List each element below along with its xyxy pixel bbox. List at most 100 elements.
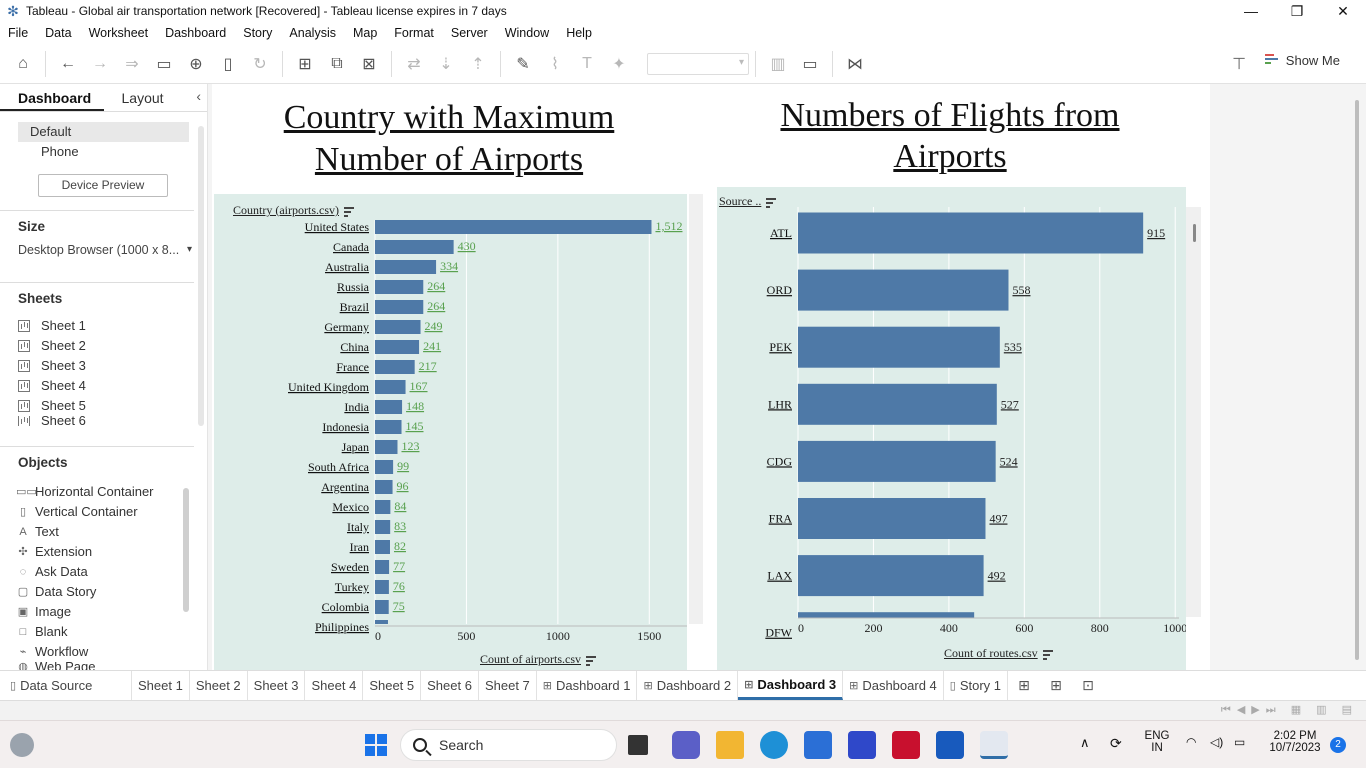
tab-dashboard-1[interactable]: ⊞ Dashboard 1 [537,671,638,700]
tab-dashboard-3[interactable]: ⊞ Dashboard 3 [738,671,844,700]
object-image[interactable]: ▣ Image [0,602,194,622]
new-worksheet-tab-icon[interactable]: ⊞ [1018,677,1030,693]
tab-sheet-3[interactable]: Sheet 3 [248,671,306,700]
fit-dropdown[interactable] [647,52,749,75]
group-members-icon[interactable]: ⌇ [551,55,559,73]
new-data-source-icon[interactable]: ⊕ [189,55,203,73]
minimize-button[interactable]: — [1244,3,1258,19]
home-icon[interactable]: ⌂ [18,54,28,72]
objects-scrollbar[interactable] [183,488,189,612]
pause-updates-icon[interactable]: ▯ [223,55,233,73]
close-button[interactable]: ✕ [1337,3,1349,19]
object-data-story[interactable]: ▢ Data Story [0,582,194,602]
tab-dashboard-2[interactable]: ⊞ Dashboard 2 [637,671,739,700]
sort-ascending-icon[interactable]: ⇣ [439,55,453,73]
tab-dashboard-pane[interactable]: Dashboard [0,84,104,111]
menu-data[interactable]: Data [45,26,72,40]
device-default[interactable]: Default [18,122,189,142]
tab-data-source[interactable]: ▯ Data Source [0,671,132,700]
menu-worksheet[interactable]: Worksheet [88,26,149,40]
sheet-navigation-icons[interactable]: ⏮◀▶⏭ ▦ ▥ ▤ [1220,704,1358,716]
menu-dashboard[interactable]: Dashboard [165,26,227,40]
file-explorer-icon[interactable] [716,731,744,759]
sheet-list-item[interactable]: Sheet 2 [0,336,194,356]
clear-sheet-icon[interactable]: ⊠ [362,55,376,73]
menu-story[interactable]: Story [243,26,273,40]
teams-icon[interactable] [672,731,700,759]
tab-dashboard-4[interactable]: ⊞ Dashboard 4 [843,671,944,700]
notification-badge[interactable]: 2 [1330,737,1346,753]
x-axis-label-routes[interactable]: Count of routes.csv [944,646,1053,661]
word-icon[interactable] [936,731,964,759]
taskbar-search[interactable]: Search [400,729,617,761]
tab-layout-pane[interactable]: Layout [121,90,164,106]
show-labels-icon[interactable]: T [582,54,592,72]
device-phone[interactable]: Phone [41,144,79,159]
share-icon[interactable]: ⋈ [847,55,863,73]
x-axis-label-airports[interactable]: Count of airports.csv [480,652,596,667]
menu-map[interactable]: Map [352,26,378,40]
object-text[interactable]: A Text [0,522,194,542]
sheet-list-item[interactable]: Sheet 5 [0,396,194,416]
task-view-icon[interactable] [628,735,648,755]
battery-icon[interactable]: ▭ [1234,735,1246,749]
replay-icon[interactable]: ⇒ [125,55,139,73]
tab-sheet-6[interactable]: Sheet 6 [421,671,479,700]
row-header-source[interactable]: Source .. [719,194,777,209]
new-story-tab-icon[interactable]: ⊡ [1082,677,1094,693]
mathtype-icon[interactable] [848,731,876,759]
collapse-panel-icon[interactable]: ‹ [196,88,201,104]
size-dropdown[interactable]: Desktop Browser (1000 x 8... [0,234,194,257]
object-workflow[interactable]: ⌁ Workflow [0,642,194,662]
object-horizontal-container[interactable]: ▭▭ Horizontal Container [0,482,194,502]
airports-by-country-chart[interactable]: Country (airports.csv) United States 1,51… [214,194,687,670]
menu-file[interactable]: File [8,26,29,40]
tab-story-1[interactable]: ▯ Story 1 [944,671,1009,700]
menu-server[interactable]: Server [450,26,488,40]
sheet-list-item[interactable]: Sheet 3 [0,356,194,376]
store-icon[interactable] [804,731,832,759]
object-vertical-container[interactable]: ▯ Vertical Container [0,502,194,522]
device-preview-button[interactable]: Device Preview [38,174,168,197]
tab-sheet-1[interactable]: Sheet 1 [132,671,190,700]
chart2-scrollbar[interactable] [1193,224,1196,242]
refresh-icon[interactable]: ↻ [253,55,267,73]
sort-icon[interactable] [766,198,777,209]
duplicate-sheet-icon[interactable]: ⧉ [331,54,343,72]
swap-icon[interactable]: ⇄ [407,55,421,73]
chart1-scroll-track[interactable] [689,194,703,624]
sort-icon[interactable] [1042,650,1053,661]
undo-icon[interactable]: ← [60,54,76,72]
tab-sheet-5[interactable]: Sheet 5 [363,671,422,700]
sort-icon[interactable] [586,656,596,667]
tab-sheet-2[interactable]: Sheet 2 [190,671,248,700]
object-web-page[interactable]: ◍ Web Page [0,662,194,670]
canvas-scrollbar[interactable] [1355,100,1359,660]
flights-by-airport-chart[interactable]: Source .. ATL 915 ORD 558 PEK 535 LHR 527 CDG 524… [717,187,1186,670]
presentation-mode-icon[interactable]: ▭ [802,55,818,73]
windows-start-icon[interactable] [362,731,390,759]
show-hidden-icons[interactable]: ∧ [1080,735,1090,750]
highlight-icon[interactable]: ✎ [516,55,530,73]
new-dashboard-tab-icon[interactable]: ⊞ [1050,677,1062,693]
new-worksheet-icon[interactable]: ⊞ [298,55,312,73]
sort-icon[interactable] [343,207,354,218]
tableau-taskbar-icon[interactable] [980,731,1008,759]
redo-icon[interactable]: → [92,54,108,72]
restore-button[interactable]: ❐ [1290,3,1304,19]
menu-format[interactable]: Format [394,26,434,40]
sync-icon[interactable]: ⟳ [1110,735,1122,751]
show-me-button[interactable]: Show Me [1264,52,1340,68]
fix-axes-icon[interactable]: ✦ [612,55,626,73]
wifi-icon[interactable]: ◠ [1186,735,1197,749]
mcafee-icon[interactable] [892,731,920,759]
tab-sheet-4[interactable]: Sheet 4 [305,671,364,700]
row-header-country[interactable]: Country (airports.csv) [233,203,354,218]
sheet-list-item[interactable]: Sheet 6 [0,416,194,426]
object-blank[interactable]: □ Blank [0,622,194,642]
object-extension[interactable]: ✣ Extension [0,542,194,562]
save-icon[interactable]: ▭ [156,55,172,73]
sheet-list-item[interactable]: Sheet 1 [0,316,194,336]
tab-sheet-7[interactable]: Sheet 7 [479,671,537,700]
weather-icon[interactable] [10,733,34,757]
